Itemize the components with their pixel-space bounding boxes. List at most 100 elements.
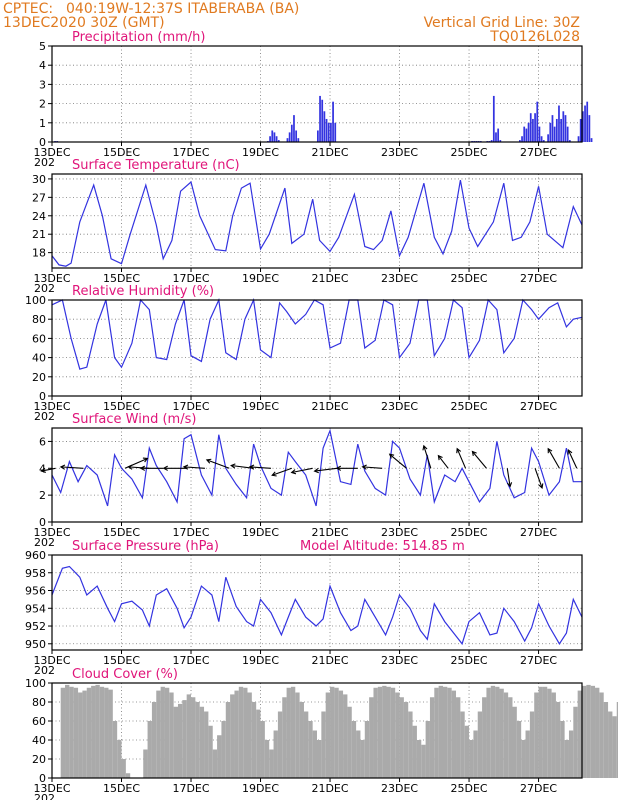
cloud-cover-bar-127 [603,702,609,778]
pressure-xtick-6: 25DEC [450,654,487,667]
precipitation-bar-223 [536,101,539,142]
precipitation-bar-246 [586,101,589,142]
cloud-cover-bar-14 [112,721,118,778]
cloud-cover-bar-95 [464,725,470,778]
cloud-cover-bar-91 [447,687,452,778]
pressure-ytick-1: 952 [25,620,46,633]
header: CPTEC: 040:19W-12:37S ITABERABA (BA) 13D… [3,1,580,45]
cloud-cover-bar-27 [169,692,174,778]
precipitation-bar-237 [566,126,569,142]
cloud-cover-bar-62 [321,711,326,778]
precipitation-bar-225 [540,136,543,142]
cloud-cover-bar-107 [516,721,522,778]
cloud-cover-bar-94 [460,711,465,778]
cloud-cover-bar-129 [612,716,617,778]
precipitation-bar-229 [549,122,552,142]
pressure-xtick-3: 19DEC [242,654,279,667]
cloud-cover-bar-92 [451,690,457,778]
wind-xtick-7: 27DEC [520,526,557,539]
cloud-cover-bar-114 [547,688,552,778]
pressure-frame [51,554,583,651]
cloud-cover-bar-55 [290,686,296,778]
humidity-year-label: 202 [34,410,55,423]
cloud-cover-bar-7 [82,690,87,778]
humidity-xtick-5: 23DEC [381,400,418,413]
precipitation-bar-205 [497,128,500,142]
pressure-ytick-5: 960 [25,549,46,562]
precipitation-panel: 0 1 2 3 4 5 13DEC 15DEC 17DEC 19DEC 21DEC 23DEC 25DE… [33,30,593,169]
pressure-panel: 950 952 954 956 958 960 13DEC 15DEC 17DEC 19DEC 21… [25,539,583,677]
cloud-cover-title: Cloud Cover (%) [72,667,178,682]
precipitation-xtick-2: 17DEC [172,146,209,159]
temperature-year-label: 202 [34,282,55,295]
cloud-cover-bar-32 [191,697,196,778]
cloud-cover-bar-126 [599,692,604,778]
cloud-cover-bar-22 [147,721,152,778]
cloud-cover-bar-78 [390,687,396,778]
humidity-ytick-3: 60 [32,332,46,345]
cloud-cover-xtick-6: 25DEC [450,782,487,795]
cloud-cover-bar-16 [121,759,126,778]
wind-xtick-2: 17DEC [172,526,209,539]
precipitation-bar-236 [564,115,567,142]
cloud-cover-bar-108 [521,740,526,778]
pressure-xtick-5: 23DEC [381,654,418,667]
precipitation-xtick-0: 13DEC [33,146,70,159]
wind-ytick-3: 6 [39,435,46,448]
wind-vector-15 [388,453,407,469]
cloud-cover-bar-26 [164,687,170,778]
cloud-cover-bar-102 [495,686,500,778]
wind-vector-9 [248,464,271,470]
cloud-cover-bar-28 [173,706,178,778]
cloud-cover-bar-68 [347,706,352,778]
humidity-ytick-1: 20 [32,371,46,384]
cloud-cover-bar-46 [251,702,257,778]
wind-xtick-3: 19DEC [242,526,279,539]
wind-xtick-1: 15DEC [103,526,140,539]
cloud-cover-bar-106 [512,706,517,778]
wind-vector-19 [471,450,487,469]
wind-year-label: 202 [34,536,55,549]
humidity-series-line-0 [51,297,583,370]
cloud-cover-bar-36 [208,725,213,778]
cloud-cover-bar-81 [403,702,409,778]
precipitation-bar-231 [553,126,556,142]
cloud-cover-bar-75 [377,686,383,778]
cloud-cover-bar-4 [69,686,74,778]
precipitation-bar-226 [542,140,545,142]
temperature-ytick-2: 24 [32,210,46,223]
cloud-cover-bar-59 [308,721,313,778]
humidity-xtick-3: 19DEC [242,400,279,413]
precipitation-bar-238 [568,140,571,142]
cloud-cover-bar-113 [542,686,548,778]
precipitation-bar-232 [555,118,558,142]
cloud-cover-xtick-7: 27DEC [520,782,557,795]
humidity-frame [51,299,583,397]
cloud-cover-year-label: 202 [34,792,55,800]
header-source: CPTEC: [3,1,53,17]
wind-xtick-4: 21DEC [311,526,348,539]
cloud-cover-bar-52 [277,711,283,778]
humidity-ytick-0: 0 [39,390,46,403]
precipitation-bar-242 [577,136,580,142]
cloud-cover-bar-76 [382,685,387,778]
precipitation-bar-203 [492,95,495,142]
header-code: TQ0126L028 [489,29,580,45]
precipitation-bar-108 [286,138,289,142]
cloud-cover-bar-112 [538,686,543,778]
wind-vector-17 [437,454,449,469]
cloud-cover-bar-61 [317,740,322,778]
pressure-xtick-7: 27DEC [520,654,557,667]
cloud-cover-bar-24 [156,690,161,778]
cloud-cover-bar-99 [482,697,487,778]
cloud-cover-bar-118 [564,740,569,778]
humidity-xtick-1: 15DEC [103,400,140,413]
cloud-cover-bar-31 [186,694,192,778]
cloud-cover-bar-69 [351,721,357,778]
cloud-cover-bar-60 [312,730,317,778]
wind-vector-12 [313,467,338,474]
precipitation-bar-111 [293,115,295,142]
cloud-cover-ytick-3: 60 [32,715,46,728]
cloud-cover-panel: 0 20 40 60 80 100 13DEC 15DEC 17DEC 19DEC 21DEC 23D… [25,667,618,800]
cloud-cover-bar-105 [508,697,513,778]
